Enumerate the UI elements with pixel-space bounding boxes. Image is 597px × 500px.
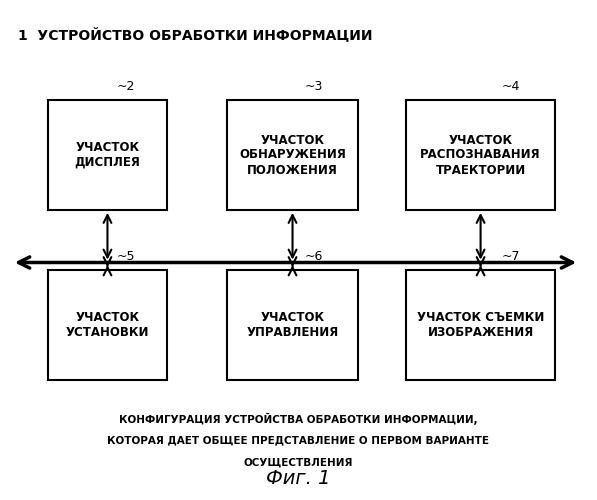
Text: 1  УСТРОЙСТВО ОБРАБОТКИ ИНФОРМАЦИИ: 1 УСТРОЙСТВО ОБРАБОТКИ ИНФОРМАЦИИ [18, 28, 373, 42]
Text: ОСУЩЕСТВЛЕНИЯ: ОСУЩЕСТВЛЕНИЯ [244, 458, 353, 468]
Text: УЧАСТОК СЪЕМКИ
ИЗОБРАЖЕНИЯ: УЧАСТОК СЪЕМКИ ИЗОБРАЖЕНИЯ [417, 311, 544, 339]
Text: ~5: ~5 [116, 250, 135, 262]
Text: УЧАСТОК
УСТАНОВКИ: УЧАСТОК УСТАНОВКИ [66, 311, 149, 339]
FancyBboxPatch shape [406, 270, 555, 380]
Text: УЧАСТОК
ОБНАРУЖЕНИЯ
ПОЛОЖЕНИЯ: УЧАСТОК ОБНАРУЖЕНИЯ ПОЛОЖЕНИЯ [239, 134, 346, 176]
FancyBboxPatch shape [227, 100, 358, 210]
FancyBboxPatch shape [406, 100, 555, 210]
Text: ~2: ~2 [116, 80, 135, 92]
FancyBboxPatch shape [48, 270, 167, 380]
Text: ~3: ~3 [304, 80, 323, 92]
Text: УЧАСТОК
ДИСПЛЕЯ: УЧАСТОК ДИСПЛЕЯ [75, 141, 140, 169]
Text: КОТОРАЯ ДАЕТ ОБЩЕЕ ПРЕДСТАВЛЕНИЕ О ПЕРВОМ ВАРИАНТЕ: КОТОРАЯ ДАЕТ ОБЩЕЕ ПРЕДСТАВЛЕНИЕ О ПЕРВО… [107, 435, 490, 445]
Text: ~7: ~7 [501, 250, 520, 262]
FancyBboxPatch shape [227, 270, 358, 380]
Text: УЧАСТОК
УПРАВЛЕНИЯ: УЧАСТОК УПРАВЛЕНИЯ [247, 311, 338, 339]
Text: ~4: ~4 [501, 80, 520, 92]
Text: Фиг. 1: Фиг. 1 [266, 468, 331, 487]
Text: КОНФИГУРАЦИЯ УСТРОЙСТВА ОБРАБОТКИ ИНФОРМАЦИИ,: КОНФИГУРАЦИЯ УСТРОЙСТВА ОБРАБОТКИ ИНФОРМ… [119, 412, 478, 424]
Text: ~6: ~6 [304, 250, 323, 262]
Text: УЧАСТОК
РАСПОЗНАВАНИЯ
ТРАЕКТОРИИ: УЧАСТОК РАСПОЗНАВАНИЯ ТРАЕКТОРИИ [420, 134, 541, 176]
FancyBboxPatch shape [48, 100, 167, 210]
